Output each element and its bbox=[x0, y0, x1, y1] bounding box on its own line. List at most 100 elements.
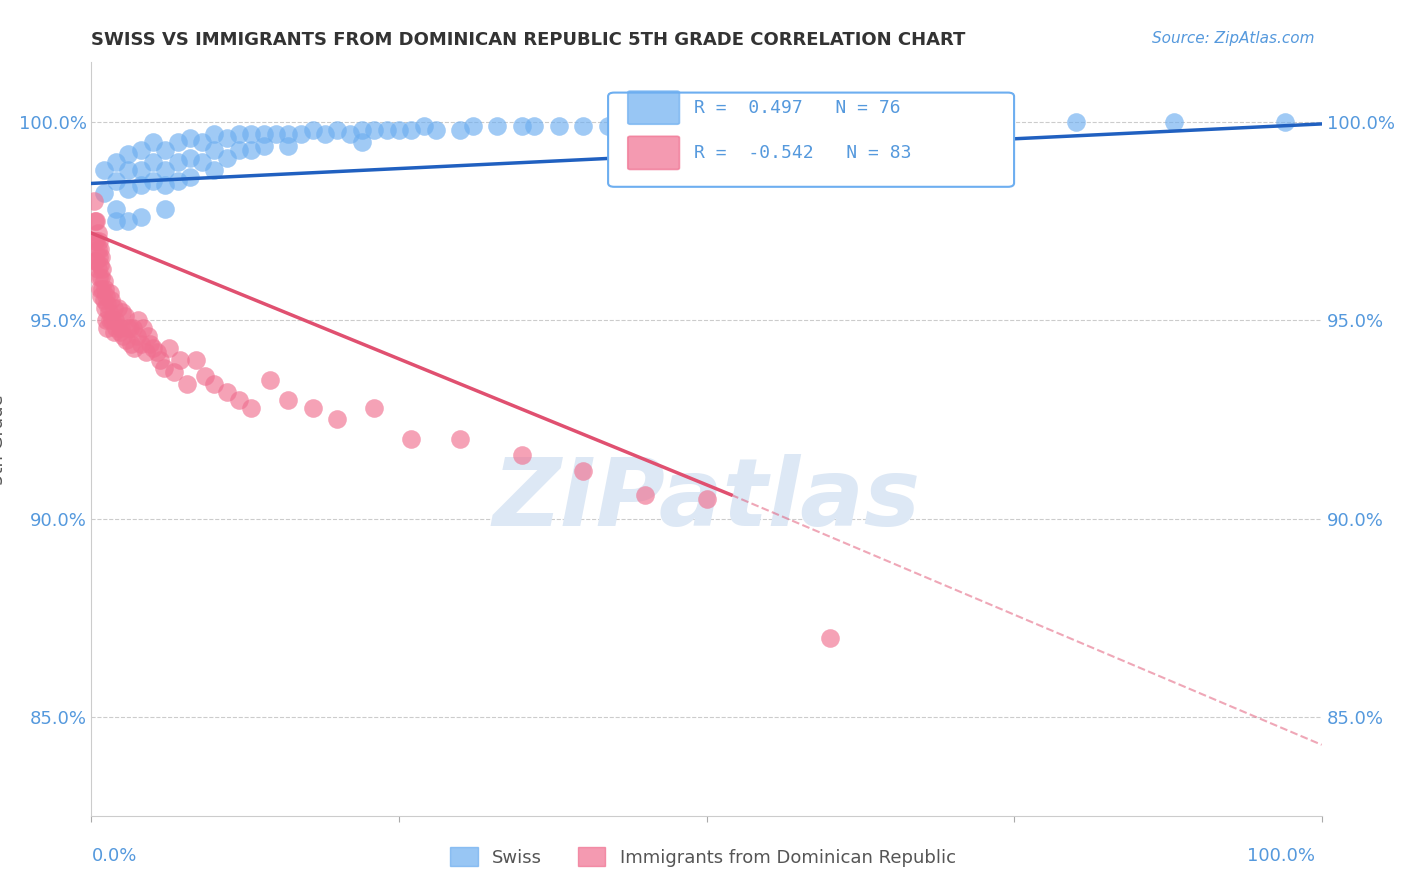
Point bbox=[114, 310, 136, 324]
Point bbox=[166, 154, 188, 169]
Point bbox=[94, 301, 117, 316]
Point bbox=[301, 123, 323, 137]
Point bbox=[634, 119, 657, 133]
Point bbox=[124, 341, 146, 355]
Point bbox=[228, 143, 250, 157]
Point bbox=[145, 345, 167, 359]
Point bbox=[240, 127, 263, 141]
Point bbox=[87, 250, 110, 264]
Point bbox=[89, 281, 111, 295]
Point bbox=[153, 162, 177, 177]
Point bbox=[277, 127, 299, 141]
Point bbox=[153, 202, 177, 217]
Point bbox=[352, 135, 374, 149]
Point bbox=[107, 301, 129, 316]
Point bbox=[93, 293, 115, 308]
Point bbox=[101, 313, 124, 327]
Point bbox=[572, 119, 595, 133]
Point bbox=[215, 130, 238, 145]
Point bbox=[136, 329, 159, 343]
Point bbox=[314, 127, 336, 141]
Point bbox=[153, 178, 177, 193]
Point bbox=[179, 130, 201, 145]
Point bbox=[127, 313, 149, 327]
Point bbox=[1274, 115, 1296, 129]
Point bbox=[129, 143, 152, 157]
Point bbox=[461, 119, 484, 133]
Point bbox=[84, 234, 107, 248]
Point bbox=[215, 384, 238, 399]
Point bbox=[129, 178, 152, 193]
Point bbox=[179, 170, 201, 185]
Point bbox=[86, 253, 108, 268]
Point bbox=[179, 151, 201, 165]
Point bbox=[253, 127, 276, 141]
Point bbox=[363, 123, 385, 137]
Point bbox=[301, 401, 323, 415]
Point bbox=[277, 392, 299, 407]
Point bbox=[87, 269, 110, 284]
Point bbox=[100, 293, 122, 308]
Point bbox=[89, 258, 111, 272]
Point bbox=[240, 401, 263, 415]
Legend: Swiss, Immigrants from Dominican Republic: Swiss, Immigrants from Dominican Republi… bbox=[443, 840, 963, 874]
Point bbox=[132, 321, 155, 335]
Point bbox=[191, 135, 214, 149]
Point bbox=[176, 376, 198, 391]
Point bbox=[290, 127, 312, 141]
Point bbox=[880, 115, 903, 129]
Text: 100.0%: 100.0% bbox=[1247, 847, 1315, 865]
Point bbox=[388, 123, 411, 137]
Point bbox=[510, 119, 533, 133]
Point bbox=[96, 297, 118, 311]
Point bbox=[572, 464, 595, 478]
Point bbox=[139, 337, 162, 351]
Point bbox=[135, 345, 156, 359]
Point bbox=[228, 127, 250, 141]
Point bbox=[87, 234, 110, 248]
Point bbox=[157, 341, 180, 355]
Point bbox=[86, 234, 108, 248]
Point bbox=[202, 143, 225, 157]
Point bbox=[93, 162, 115, 177]
Point bbox=[399, 432, 422, 446]
Point bbox=[96, 321, 118, 335]
Point bbox=[215, 151, 238, 165]
Point bbox=[264, 127, 287, 141]
Point bbox=[1064, 115, 1087, 129]
Point bbox=[818, 115, 841, 129]
Point bbox=[449, 123, 471, 137]
Point bbox=[129, 337, 152, 351]
Point bbox=[547, 119, 569, 133]
Point bbox=[105, 214, 127, 228]
Point bbox=[93, 186, 115, 201]
Text: 0.0%: 0.0% bbox=[91, 847, 136, 865]
Point bbox=[375, 123, 398, 137]
Point bbox=[720, 119, 742, 133]
Point bbox=[105, 202, 127, 217]
FancyBboxPatch shape bbox=[627, 91, 679, 124]
Point bbox=[510, 448, 533, 462]
Point bbox=[117, 162, 139, 177]
Point bbox=[83, 194, 105, 209]
Point bbox=[91, 281, 114, 295]
Point bbox=[326, 123, 349, 137]
Point bbox=[96, 313, 117, 327]
Point bbox=[166, 135, 188, 149]
Point bbox=[184, 353, 207, 368]
Point bbox=[129, 210, 152, 224]
Point bbox=[399, 123, 422, 137]
Point bbox=[86, 261, 108, 276]
Point bbox=[277, 138, 299, 153]
Point bbox=[228, 392, 250, 407]
Point bbox=[96, 289, 117, 303]
Point bbox=[103, 325, 125, 339]
Point bbox=[117, 146, 139, 161]
Point bbox=[108, 325, 131, 339]
Point bbox=[142, 135, 165, 149]
Point bbox=[191, 154, 214, 169]
Point bbox=[166, 174, 188, 188]
Point bbox=[425, 123, 447, 137]
Point bbox=[169, 353, 191, 368]
Point bbox=[253, 138, 276, 153]
